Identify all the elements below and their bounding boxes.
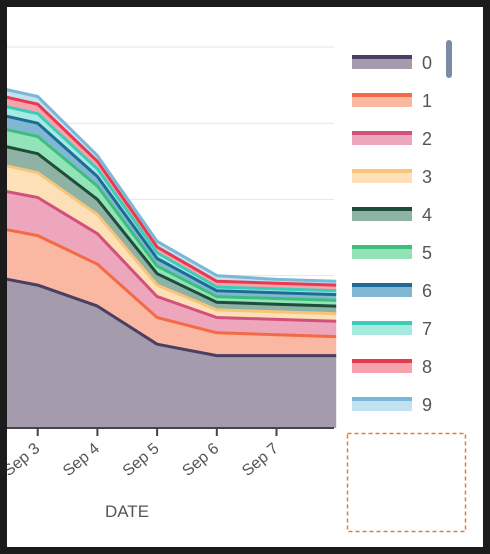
- area-series-2[interactable]: [7, 186, 337, 337]
- line-series-6: [7, 114, 337, 297]
- x-tick-label: Sep 4: [60, 440, 103, 480]
- legend-scrollbar[interactable]: [446, 40, 452, 78]
- chart-frame: Sep 3 Sep 4 Sep 5 Sep 6 Sep 7 DATE 0 1 2 3 4 5 6 7 8…: [7, 7, 483, 547]
- line-series-4: [7, 145, 337, 308]
- legend-label: 4: [422, 205, 432, 225]
- legend-swatch-line: [352, 359, 412, 363]
- line-series-3: [7, 164, 337, 316]
- legend-item-0[interactable]: 0: [352, 53, 432, 73]
- series-lines: [7, 88, 337, 358]
- legend-swatch-line: [352, 321, 412, 325]
- legend-item-1[interactable]: 1: [352, 91, 432, 111]
- legend-swatch-line: [352, 245, 412, 249]
- legend-item-9[interactable]: 9: [352, 395, 432, 415]
- legend-item-8[interactable]: 8: [352, 357, 432, 377]
- x-axis-ticks: Sep 3 Sep 4 Sep 5 Sep 6 Sep 7: [7, 428, 282, 480]
- legend-brush-area[interactable]: [346, 432, 467, 533]
- legend-item-7[interactable]: 7: [352, 319, 432, 339]
- legend-swatch-line: [352, 207, 412, 211]
- line-series-0: [7, 277, 337, 358]
- line-series-7: [7, 105, 337, 293]
- area-series-6[interactable]: [7, 110, 337, 301]
- legend-label: 3: [422, 167, 432, 187]
- legend-item-2[interactable]: 2: [352, 129, 432, 149]
- area-series-4[interactable]: [7, 140, 337, 314]
- legend-swatch-line: [352, 55, 412, 59]
- stacked-area-chart: Sep 3 Sep 4 Sep 5 Sep 6 Sep 7 DATE 0 1 2 3 4 5 6 7 8…: [7, 40, 467, 533]
- legend-label: 0: [422, 53, 432, 73]
- legend-label: 2: [422, 129, 432, 149]
- x-tick-label: Sep 3: [7, 440, 43, 480]
- legend: 0 1 2 3 4 5 6 7 8 9: [352, 53, 432, 415]
- legend-swatch-line: [352, 283, 412, 287]
- x-tick-label: Sep 5: [120, 440, 163, 480]
- area-series-3[interactable]: [7, 159, 337, 322]
- legend-label: 1: [422, 91, 432, 111]
- line-series-2: [7, 190, 337, 323]
- legend-swatch-line: [352, 169, 412, 173]
- line-series-9: [7, 88, 337, 283]
- area-series-5[interactable]: [7, 123, 337, 307]
- legend-label: 5: [422, 243, 432, 263]
- legend-label: 9: [422, 395, 432, 415]
- legend-label: 8: [422, 357, 432, 377]
- legend-label: 6: [422, 281, 432, 301]
- area-series-0[interactable]: [7, 274, 337, 428]
- line-series-1: [7, 228, 337, 339]
- legend-swatch-line: [352, 131, 412, 135]
- legend-swatch-line: [352, 397, 412, 401]
- legend-label: 7: [422, 319, 432, 339]
- legend-item-4[interactable]: 4: [352, 205, 432, 225]
- legend-item-3[interactable]: 3: [352, 167, 432, 187]
- legend-swatch-line: [352, 93, 412, 97]
- line-series-5: [7, 128, 337, 302]
- line-series-8: [7, 95, 337, 287]
- legend-item-5[interactable]: 5: [352, 243, 432, 263]
- x-tick-label: Sep 6: [179, 440, 222, 480]
- x-axis-title: DATE: [105, 502, 149, 521]
- x-tick-label: Sep 7: [239, 440, 282, 480]
- legend-item-6[interactable]: 6: [352, 281, 432, 301]
